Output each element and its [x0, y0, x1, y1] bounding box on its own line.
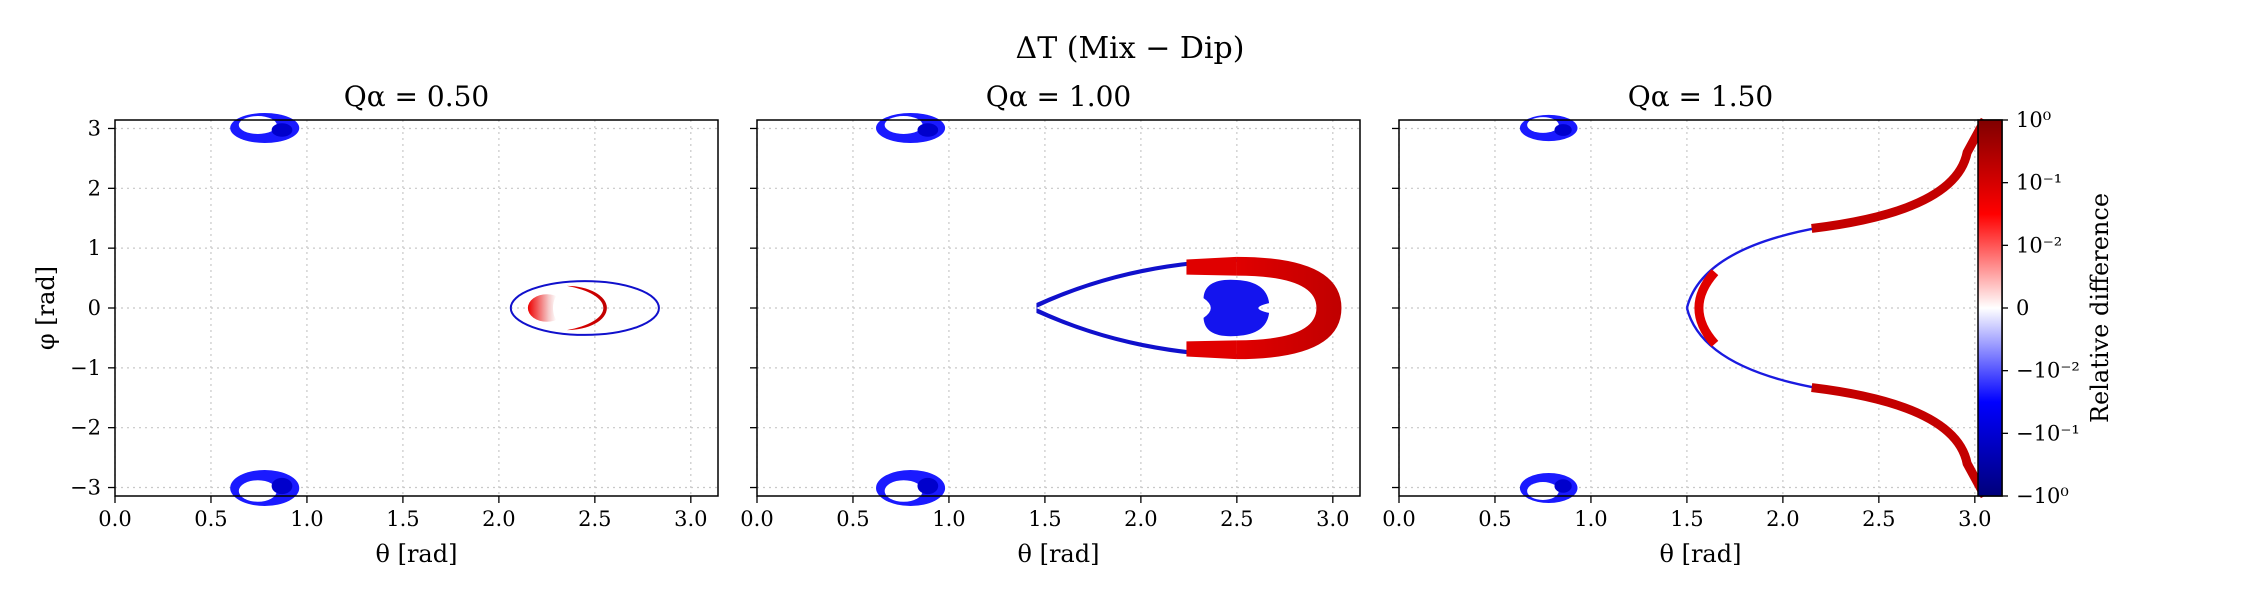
- x-axis-label: θ [rad]: [376, 540, 458, 568]
- x-tick-label: 1.0: [932, 507, 965, 531]
- y-tick-label: 3: [88, 116, 101, 140]
- x-tick-label: 1.0: [290, 507, 323, 531]
- colorbar-tick-label: 0: [2016, 296, 2029, 320]
- region-ring-upper: [1186, 256, 1237, 276]
- x-tick-label: 0.5: [194, 507, 227, 531]
- colorbar-tick-label: −10⁻¹: [2016, 421, 2080, 445]
- x-tick-label: 2.5: [1862, 507, 1895, 531]
- region-crescent-core: [917, 123, 939, 137]
- region-blob: [1203, 279, 1270, 337]
- region-crescent-hole: [1527, 482, 1559, 500]
- region-curve-lower-blue: [1685, 307, 1984, 497]
- x-tick-label: 1.5: [386, 507, 419, 531]
- region-curve-vertex: [1694, 269, 1719, 347]
- y-axis-label: φ [rad]: [32, 266, 60, 350]
- y-tick-label: −3: [70, 476, 101, 500]
- x-tick-label: 1.5: [1670, 507, 1703, 531]
- region-curve-lower-red: [1811, 383, 1989, 499]
- region-crescent-hole: [1527, 117, 1559, 133]
- x-tick-label: 1.5: [1028, 507, 1061, 531]
- x-tick-label: 0.5: [836, 507, 869, 531]
- colorbar-tick-label: 10⁻²: [2016, 233, 2062, 257]
- y-tick-label: 1: [88, 236, 101, 260]
- panel-3: 0.0 0.5 1.0 1.5 2.0 2.5 3.0 θ [rad] Qα = 1.50: [1382, 80, 2003, 568]
- x-tick-label: 0.0: [98, 507, 131, 531]
- panel-title: Qα = 1.00: [986, 80, 1131, 113]
- x-tick-label: 3.0: [674, 507, 707, 531]
- y-tick-label: −1: [70, 356, 101, 380]
- y-tick-label: 2: [88, 176, 101, 200]
- x-tick-label: 2.0: [1766, 507, 1799, 531]
- panel-1: 0.0 0.5 1.0 1.5 2.0 2.5 3.0 3 2 1 0 −1 −2 −3 θ [rad] Qα…: [70, 80, 719, 568]
- y-tick-label: −2: [70, 416, 101, 440]
- region-curve-upper-red: [1811, 117, 1989, 233]
- region-ring-lower: [1186, 340, 1237, 360]
- region-ring: [566, 285, 607, 331]
- x-tick-label: 1.0: [1574, 507, 1607, 531]
- panel-2: 0.0 0.5 1.0 1.5 2.0 2.5 3.0 θ [rad] Qα = 1.00: [740, 80, 1361, 568]
- region-crescent-core: [1554, 124, 1572, 136]
- region-crescent-hole: [238, 116, 277, 134]
- x-tick-label: 2.5: [578, 507, 611, 531]
- colorbar-tick-label: 10⁻¹: [2016, 171, 2062, 195]
- x-tick-label: 3.0: [1316, 507, 1349, 531]
- x-tick-label: 0.0: [1382, 507, 1415, 531]
- x-tick-label: 2.0: [482, 507, 515, 531]
- region-ring: [1236, 256, 1342, 360]
- region-crescent-core: [1554, 479, 1572, 493]
- colorbar-tick-label: −10⁻²: [2016, 359, 2080, 383]
- region-crescent-hole: [884, 116, 923, 134]
- x-tick-label: 0.5: [1478, 507, 1511, 531]
- x-axis-label: θ [rad]: [1018, 540, 1100, 568]
- region-blob-hole: [552, 294, 567, 322]
- region-crescent-core: [917, 477, 939, 495]
- region-ring-outline: [509, 280, 660, 336]
- suptitle: ΔT (Mix − Dip): [1016, 31, 1245, 66]
- region-crescent-core: [271, 477, 293, 495]
- x-tick-label: 3.0: [1958, 507, 1991, 531]
- x-tick-label: 0.0: [740, 507, 773, 531]
- colorbar-tick-label: −10⁰: [2016, 484, 2069, 508]
- y-tick-label: 0: [88, 296, 101, 320]
- colorbar-tick-label: 10⁰: [2016, 108, 2051, 132]
- region-curve-upper-blue: [1685, 119, 1984, 309]
- colorbar: [1978, 120, 2002, 496]
- panel-title: Qα = 0.50: [344, 80, 489, 113]
- panel-title: Qα = 1.50: [1628, 80, 1773, 113]
- region-crescent-hole: [884, 480, 923, 502]
- region-crescent-hole: [238, 480, 277, 502]
- x-tick-label: 2.0: [1124, 507, 1157, 531]
- region-crescent-core: [271, 123, 293, 137]
- x-axis-label: θ [rad]: [1660, 540, 1742, 568]
- colorbar-label: Relative difference: [2086, 193, 2114, 423]
- x-tick-label: 2.5: [1220, 507, 1253, 531]
